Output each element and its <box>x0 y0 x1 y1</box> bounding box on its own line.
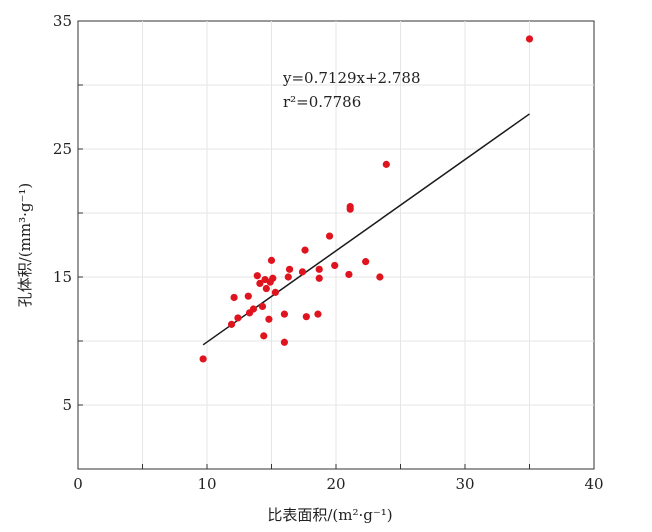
data-point <box>258 302 267 311</box>
data-point <box>269 274 277 282</box>
data-point <box>280 338 288 346</box>
data-point <box>256 279 264 287</box>
data-point <box>301 246 309 254</box>
data-point <box>362 258 370 266</box>
data-point <box>376 273 384 281</box>
data-point <box>325 232 334 240</box>
y-tick-label: 35 <box>53 12 72 30</box>
x-tick-label: 20 <box>326 475 345 493</box>
trendline <box>202 113 530 346</box>
data-point <box>315 265 323 273</box>
trendline-group <box>202 113 530 346</box>
y-tick-label: 25 <box>53 140 72 158</box>
data-point <box>331 261 339 270</box>
data-point <box>280 310 288 318</box>
data-point <box>227 320 236 328</box>
data-point <box>260 332 268 340</box>
data-point <box>382 160 390 168</box>
data-point <box>265 315 273 323</box>
y-tick-label: 5 <box>62 396 72 414</box>
data-point <box>346 203 354 211</box>
data-point <box>199 355 207 363</box>
trend-r2: r²=0.7786 <box>283 93 361 111</box>
y-tick-label: 15 <box>53 268 72 286</box>
trend-equation: y=0.7129x+2.788 <box>282 69 421 87</box>
x-tick-label: 10 <box>197 475 216 493</box>
x-tick-label: 0 <box>73 475 83 493</box>
data-point <box>244 292 252 300</box>
data-point <box>234 314 242 322</box>
data-point <box>285 265 294 273</box>
x-axis-label: 比表面积/(m²·g⁻¹) <box>267 506 392 524</box>
data-point <box>230 293 238 302</box>
y-axis-label: 孔体积/(mm³·g⁻¹) <box>16 183 34 308</box>
grid-lines <box>78 21 594 469</box>
data-point <box>249 305 258 313</box>
data-point <box>314 310 322 318</box>
data-point <box>267 256 276 264</box>
axis-ticks: 0 10 20 30 40 5 15 25 35 <box>53 12 604 493</box>
data-point <box>284 273 292 281</box>
data-point <box>302 313 310 321</box>
x-tick-label: 40 <box>584 475 603 493</box>
data-point <box>271 288 279 296</box>
data-point <box>315 274 323 282</box>
data-point <box>298 268 307 276</box>
data-point <box>345 270 353 279</box>
data-points <box>199 35 534 363</box>
data-point <box>253 272 261 280</box>
data-point <box>262 284 270 293</box>
x-tick-label: 30 <box>455 475 474 493</box>
data-point <box>525 35 534 43</box>
